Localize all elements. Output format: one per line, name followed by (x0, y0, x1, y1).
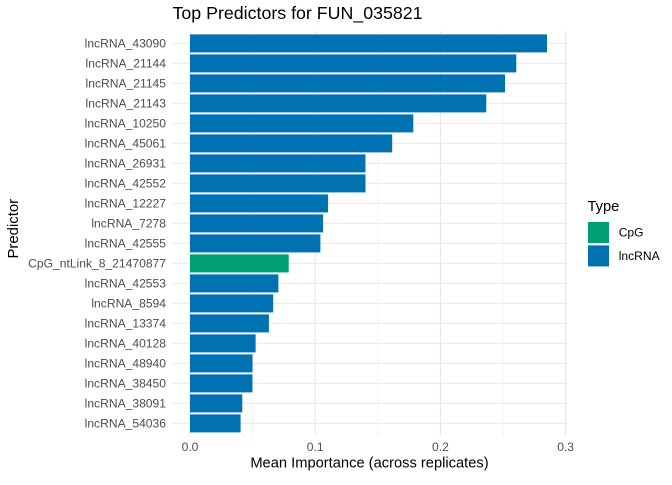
svg-text:lncRNA_48940: lncRNA_48940 (85, 357, 167, 371)
svg-text:CpG: CpG (619, 226, 644, 240)
svg-text:0.1: 0.1 (307, 440, 324, 454)
svg-text:lncRNA_21144: lncRNA_21144 (86, 57, 167, 71)
svg-text:lncRNA_21143: lncRNA_21143 (86, 97, 167, 111)
svg-text:lncRNA_42552: lncRNA_42552 (85, 177, 167, 191)
svg-text:lncRNA_13374: lncRNA_13374 (85, 317, 167, 331)
svg-text:0.2: 0.2 (432, 440, 449, 454)
svg-text:Mean Importance (across replic: Mean Importance (across replicates) (250, 456, 488, 472)
svg-text:0.0: 0.0 (182, 440, 199, 454)
svg-text:lncRNA_40128: lncRNA_40128 (85, 337, 167, 351)
svg-text:lncRNA_42555: lncRNA_42555 (85, 237, 167, 251)
svg-text:lncRNA_45061: lncRNA_45061 (85, 137, 167, 151)
svg-text:CpG_ntLink_8_21470877: CpG_ntLink_8_21470877 (28, 257, 166, 271)
svg-text:lncRNA_42553: lncRNA_42553 (85, 277, 167, 291)
svg-text:lncRNA_38450: lncRNA_38450 (85, 377, 167, 391)
svg-text:lncRNA_7278: lncRNA_7278 (91, 217, 166, 231)
svg-text:lncRNA_43090: lncRNA_43090 (85, 37, 167, 51)
svg-text:Top Predictors for FUN_035821: Top Predictors for FUN_035821 (173, 3, 423, 24)
svg-text:lncRNA_26931: lncRNA_26931 (85, 157, 167, 171)
svg-text:Type: Type (588, 199, 620, 215)
svg-text:lncRNA: lncRNA (619, 249, 661, 263)
svg-text:lncRNA_12227: lncRNA_12227 (85, 197, 167, 211)
svg-text:lncRNA_21145: lncRNA_21145 (86, 77, 167, 91)
svg-text:0.3: 0.3 (557, 440, 574, 454)
svg-text:lncRNA_38091: lncRNA_38091 (85, 397, 167, 411)
svg-text:lncRNA_10250: lncRNA_10250 (85, 117, 167, 131)
svg-text:lncRNA_54036: lncRNA_54036 (85, 417, 167, 431)
svg-text:Predictor: Predictor (6, 199, 22, 259)
svg-text:lncRNA_8594: lncRNA_8594 (91, 297, 166, 311)
